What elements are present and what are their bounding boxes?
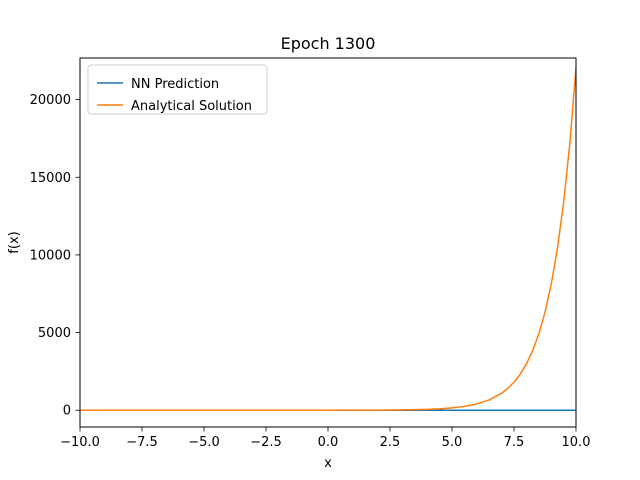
legend-label-1: Analytical Solution bbox=[131, 99, 252, 114]
legend-box bbox=[87, 64, 268, 115]
y-tick-label: 5000 bbox=[38, 326, 71, 341]
x-axis: −10.0 −7.5 −5.0 −2.5 0.0 2.5 5.0 7.5 10.0 bbox=[60, 427, 590, 450]
y-axis-label: f(x) bbox=[7, 231, 22, 253]
legend-label-0: NN Prediction bbox=[131, 77, 219, 92]
x-axis-label: x bbox=[324, 456, 332, 471]
chart-title: Epoch 1300 bbox=[281, 34, 376, 53]
series-line-1 bbox=[80, 68, 576, 411]
x-tick-label: 2.5 bbox=[380, 435, 401, 450]
y-axis: 0 5000 10000 15000 20000 bbox=[30, 93, 80, 419]
x-tick-label: 7.5 bbox=[504, 435, 525, 450]
x-tick-label: 0.0 bbox=[318, 435, 339, 450]
y-tick-label: 10000 bbox=[30, 248, 71, 263]
x-tick-label: 10.0 bbox=[562, 435, 591, 450]
y-tick-label: 0 bbox=[63, 404, 71, 419]
plot-lines bbox=[80, 68, 576, 411]
x-tick-label: −10.0 bbox=[60, 435, 100, 450]
legend: NN Prediction Analytical Solution bbox=[87, 64, 268, 115]
x-tick-label: −7.5 bbox=[126, 435, 158, 450]
y-tick-label: 15000 bbox=[30, 171, 71, 186]
x-tick-label: 5.0 bbox=[442, 435, 463, 450]
x-tick-label: −5.0 bbox=[188, 435, 220, 450]
y-tick-label: 20000 bbox=[30, 93, 71, 108]
x-tick-label: −2.5 bbox=[250, 435, 282, 450]
